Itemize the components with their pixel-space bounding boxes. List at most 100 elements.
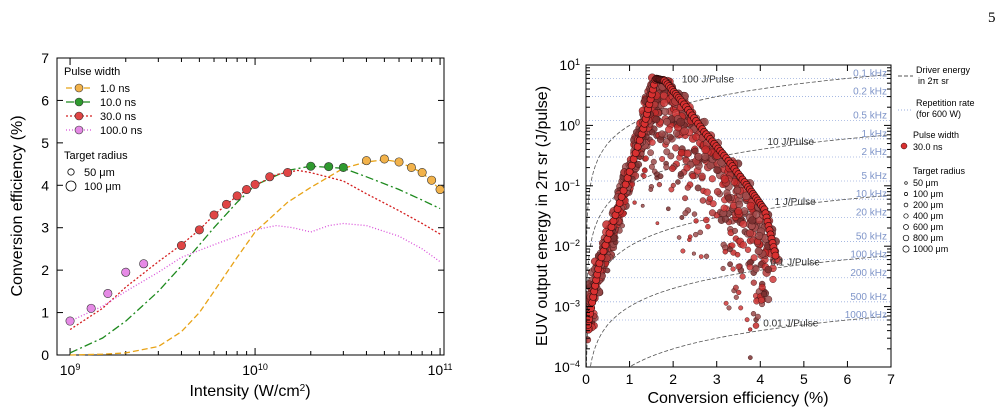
right-scatter-point (652, 115, 660, 124)
right-scatter-point (750, 254, 758, 262)
right-legend-pulse-value: 30.0 ns (913, 142, 943, 152)
right-scatter-point (683, 164, 691, 172)
right-legend-driver-label: Driver energy (916, 65, 971, 75)
right-scatter-point (752, 210, 761, 219)
left-series-point-0-3 (406, 162, 416, 172)
right-scatter-point (754, 247, 763, 255)
right-reprate-label-7: 20 kHz (856, 207, 887, 218)
right-scatter-point (648, 163, 655, 170)
right-legend-radius-label-6: 1000 μm (913, 244, 948, 254)
right-y-tick-label-0: 10−4 (554, 359, 580, 375)
left-series-point-3-1 (86, 303, 96, 313)
right-scatter-point (586, 336, 592, 344)
right-legend-radius-marker-3 (903, 213, 909, 219)
left-series-point-0-2 (394, 157, 404, 167)
right-scatter-point (693, 218, 699, 224)
right-legend-radius-marker-5 (902, 234, 910, 242)
right-x-tick-label-5: 5 (800, 371, 808, 387)
left-legend-marker-3 (74, 125, 84, 135)
left-series-point-0-5 (427, 175, 437, 185)
right-scatter-point (760, 290, 768, 298)
left-series-point-0-4 (417, 168, 427, 178)
right-scatter-point (663, 118, 671, 126)
right-scatter-point (669, 165, 676, 172)
left-x-tick-label-0-base: 10 (60, 362, 76, 378)
right-y-tick-label-4: 100 (559, 117, 580, 133)
right-reprate-label-12: 1000 kHz (845, 310, 887, 321)
right-scatter-point (752, 322, 760, 329)
right-y-tick-label-2-exp: −2 (570, 238, 580, 248)
right-y-tick-label-1-exp: −3 (570, 299, 580, 309)
right-reprate-label-0: 0.1 kHz (853, 68, 887, 79)
right-axis-ticks: 100 J/Pulse 10 J/Pulse 1 J/Pulse 0.1 J/Puls… (554, 57, 895, 387)
right-scatter-point (649, 139, 656, 146)
left-legend-label-0: 1.0 ns (100, 83, 130, 95)
right-driver-curve-3 (589, 255, 891, 367)
right-scatter-point (679, 215, 685, 220)
right-scatter-point (657, 173, 664, 180)
right-scatter-point (708, 175, 716, 183)
left-series-point-3-2 (103, 288, 113, 298)
left-y-tick-label: 3 (41, 220, 49, 236)
left-series-point-1-0 (306, 161, 316, 171)
right-scatter-point (677, 170, 684, 177)
left-legend-marker-2 (74, 111, 84, 121)
right-y-tick-label-3-exp: −1 (570, 178, 580, 188)
right-scatter-point (682, 210, 689, 217)
right-legend-radius-marker-4 (903, 224, 909, 230)
right-scatter-point (661, 107, 669, 116)
right-scatter-point (703, 216, 710, 224)
right-scatter-point (713, 188, 722, 196)
left-series-point-2-1 (194, 225, 204, 235)
left-legend-label-2: 30.0 ns (100, 111, 137, 123)
right-scatter-point (676, 117, 685, 127)
right-scatter-point (663, 148, 671, 156)
right-reprate-label-8: 50 kHz (856, 231, 887, 242)
right-scatter-point (684, 184, 691, 191)
right-scatter-point (748, 216, 757, 225)
right-legend-driver-label-2: in 2π sr (918, 76, 949, 86)
right-scatter-point (769, 275, 777, 283)
right-scatter-point (694, 152, 703, 161)
left-series-point-2-3 (221, 199, 231, 209)
right-reprate-label-2: 0.5 kHz (853, 111, 887, 122)
right-scatter-point (705, 223, 711, 230)
right-scatter-point (764, 265, 772, 274)
left-series-point-3-0 (65, 316, 75, 326)
right-y-tick-label-3-base: 10 (554, 178, 570, 194)
right-scatter-point (663, 164, 670, 171)
left-series-layer (65, 154, 445, 356)
right-reprate-label-9: 100 kHz (850, 250, 887, 261)
right-y-tick-label-1: 10−3 (554, 299, 580, 315)
right-scatter-point (727, 246, 733, 253)
right-scatter-point (667, 152, 675, 160)
right-scatter-point (680, 248, 686, 254)
right-scatter-point (699, 197, 707, 204)
left-x-tick-label-1-exp: 10 (258, 362, 268, 372)
right-scatter-point (747, 355, 753, 360)
right-scatter-point (647, 149, 654, 157)
right-y-tick-label-3: 10−1 (554, 178, 580, 194)
right-scatter-point (746, 263, 754, 271)
right-scatter-point (687, 234, 693, 239)
left-legend-radius-label-0: 50 μm (84, 167, 115, 179)
right-scatter-point (641, 167, 648, 174)
right-scatter-point (694, 184, 702, 192)
right-legend-radius-label-3: 400 μm (913, 211, 943, 221)
left-series-point-3-3 (121, 267, 131, 277)
right-scatter-point (619, 223, 625, 229)
right-x-axis-title: Conversion efficiency (%) (647, 390, 828, 407)
right-legend-pulse-marker (900, 142, 908, 150)
right-scatter-point (670, 182, 676, 188)
right-scatter-point (723, 300, 729, 306)
right-scatter-point (739, 241, 747, 249)
right-scatter-point (675, 179, 681, 185)
right-driver-curve-label-0: 100 J/Pulse (682, 74, 735, 85)
right-scatter-point (733, 186, 742, 195)
right-scatter-point (677, 149, 686, 157)
left-legend-label-1: 10.0 ns (100, 97, 137, 109)
left-legend-radius-marker-1 (65, 180, 77, 192)
right-x-tick-label-3: 3 (713, 371, 721, 387)
